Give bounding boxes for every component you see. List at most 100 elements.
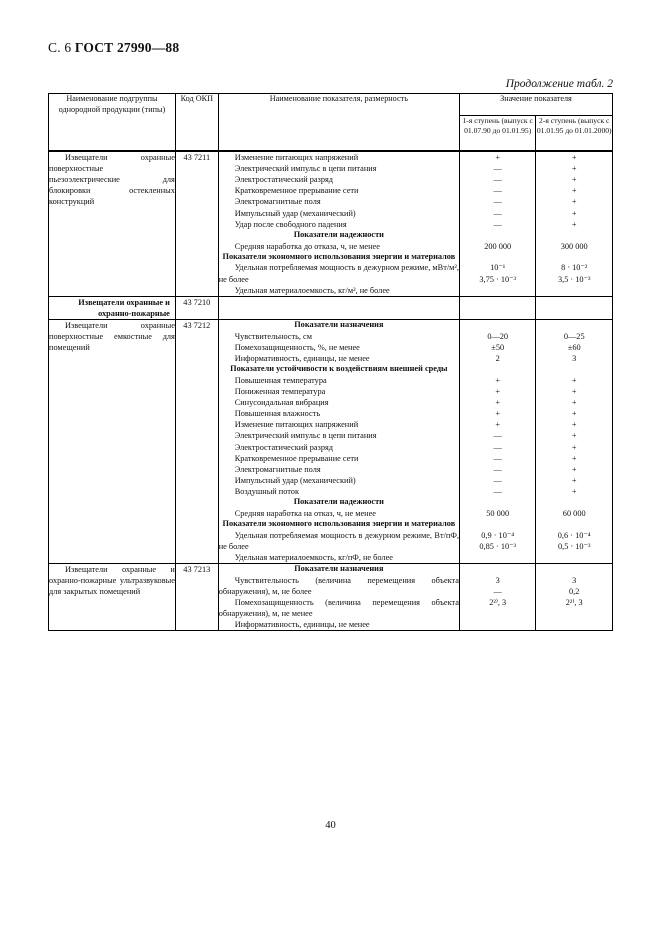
okp-code-cell: 43 7212 [174, 318, 219, 565]
indicator-label: Импульсный удар (механический) [234, 475, 356, 485]
indicator-label: Удар после свободного падения [234, 219, 347, 229]
stage-1-value: ±50 [491, 342, 505, 352]
stage-2-value-cell: 0—25 ±60 3 + + + + + + + + + + + 60 000 0,6 · 10⁻⁴ 0,… [535, 318, 613, 565]
stage-1-value: 2²⁾, 3 [489, 598, 507, 608]
stage-2-value [536, 519, 612, 530]
stage-1-value: — [493, 164, 502, 174]
continuation-note: Продолжение табл. 2 [505, 78, 613, 90]
col-header-indicator: Наименование показателя, размерность [217, 93, 460, 152]
indicator-cell: Показатели назначения Чувствительность, с… [217, 318, 460, 565]
stage-1-value: — [493, 442, 502, 452]
indicator-section-heading: Показатели надежности [293, 497, 384, 507]
stage-1-value [460, 320, 535, 331]
stage-2-value: + [571, 375, 577, 385]
stage-2-value: + [571, 186, 577, 196]
stage-2-value: + [571, 219, 577, 229]
stage-1-value: + [495, 375, 501, 385]
stage-1-value: + [495, 420, 501, 430]
stage-1-value: 3,75 · 10⁻³ [479, 274, 516, 284]
col-header-value-group: Значение показателя [458, 93, 614, 116]
okp-code-cell: 43 7211 [174, 149, 219, 297]
indicator-section-heading: Показатели экономного использования энер… [222, 518, 456, 528]
product-name-cell: Извещатели охранные поверхностные емкост… [48, 318, 176, 565]
stage-2-value: 300 000 [560, 241, 588, 251]
stage-1-value: — [493, 586, 502, 596]
col-header-product-name: Наименование подгруппы однородной продук… [48, 93, 176, 152]
stage-2-value: + [571, 175, 577, 185]
stage-2-value: + [571, 409, 577, 419]
indicator-label: Пониженная температура [234, 386, 326, 396]
stage-1-value: + [495, 386, 501, 396]
stage-2-value: + [571, 431, 577, 441]
indicator-section-heading: Показатели надежности [293, 229, 384, 239]
table-row: Извещатели охранные и охранно-пожарные у… [48, 563, 613, 632]
stage-1-value: — [493, 219, 502, 229]
stage-1-value [460, 497, 535, 508]
indicator-label: Удельная потребляемая мощность в дежурно… [218, 530, 459, 551]
stage-2-value: + [571, 153, 577, 162]
stage-1-value-cell: + — — — — — — 200 000 10⁻¹ 3,75 · 10⁻³ [458, 149, 537, 297]
page-number: 40 [325, 820, 336, 831]
page-header: С. 6 ГОСТ 27990—88 [48, 40, 179, 56]
indicator-label: Чувствительность, см [234, 331, 312, 341]
product-name-cell: Извещатели охранные и охранно-пожарные [48, 295, 176, 320]
col-header-stage-2: 2-я ступень (выпуск с 01.01.95 до 01.01.… [535, 115, 613, 152]
indicator-label: Электромагнитные поля [234, 197, 321, 207]
indicator-label: Воздушный поток [234, 486, 299, 496]
stage-1-value: 10⁻¹ [490, 263, 506, 273]
indicator-label: Помехозащищенность, %, не менее [234, 342, 360, 352]
stage-1-value: 3 [495, 575, 500, 585]
indicator-label: Электростатический разряд [234, 442, 334, 452]
product-name-cell: Извещатели охранные поверхностные пьезоэ… [48, 149, 176, 297]
stage-2-value: + [571, 453, 577, 463]
stage-1-value: 0,85 · 10⁻³ [479, 541, 516, 551]
stage-1-value: 200 000 [484, 241, 512, 251]
stage-2-value: 3 [572, 353, 577, 363]
product-name-cell: Извещатели охранные и охранно-пожарные у… [48, 563, 176, 632]
specification-table: Наименование подгруппы однородной продук… [48, 93, 614, 632]
indicator-label: Изменение питающих напряжений [234, 153, 359, 162]
indicator-label: Изменение питающих напряжений [234, 420, 359, 430]
indicator-label: Кратковременное прерывание сети [234, 186, 359, 196]
stage-2-value: + [571, 386, 577, 396]
stage-1-value: — [493, 475, 502, 485]
indicator-label: Чувствительность (величина перемещения о… [218, 575, 459, 596]
stage-2-value: 0,5 · 10⁻³ [557, 541, 591, 551]
indicator-section-heading: Показатели устойчивости к воздействиям в… [230, 364, 448, 374]
stage-2-value [536, 320, 612, 331]
stage-2-value-cell [535, 295, 613, 320]
stage-2-value-cell: 3 0,2 2²⁾, 3 [535, 563, 613, 632]
stage-1-value [460, 564, 535, 575]
stage-1-value: + [495, 409, 501, 419]
indicator-label: Удельная материалоемкость, кг/м², не бол… [234, 285, 390, 295]
indicator-label: Информативность, единицы, не менее [234, 620, 370, 630]
indicator-label: Электромагнитные поля [234, 464, 321, 474]
stage-2-value: + [571, 475, 577, 485]
indicator-label: Помехозащищенность (величина перемещения… [218, 598, 459, 619]
indicator-label: Импульсный удар (механический) [234, 208, 356, 218]
stage-2-value [536, 497, 612, 508]
stage-1-value: — [493, 486, 502, 496]
col-header-stage-1: 1-я ступень (выпуск с 01.07.90 до 01.01.… [458, 115, 537, 152]
standard-designation: ГОСТ 27990—88 [74, 40, 180, 55]
indicator-label: Средняя наработка на отказ, ч, не менее [234, 508, 376, 518]
indicator-label: Электрический импульс в цепи питания [234, 164, 377, 174]
indicator-label: Электростатический разряд [234, 175, 334, 185]
table-row: Извещатели охранные поверхностные емкост… [48, 318, 613, 565]
indicator-label: Электрический импульс в цепи питания [234, 431, 377, 441]
stage-1-value: — [493, 464, 502, 474]
stage-2-value: + [571, 420, 577, 430]
table-head: Наименование подгруппы однородной продук… [48, 93, 614, 152]
stage-1-value [460, 230, 535, 241]
stage-2-value: 60 000 [562, 508, 586, 518]
stage-1-value: — [493, 186, 502, 196]
stage-1-value: 50 000 [486, 508, 510, 518]
table-body: Извещатели охранные поверхностные пьезоэ… [48, 149, 613, 632]
okp-code-cell: 43 7210 [174, 295, 219, 320]
indicator-label: Удельная потребляемая мощность в дежурно… [218, 263, 459, 284]
stage-1-value [460, 364, 535, 375]
stage-2-value: 2²⁾, 3 [565, 598, 583, 608]
stage-1-value: 0,9 · 10⁻⁴ [481, 530, 515, 540]
stage-1-value: — [493, 197, 502, 207]
